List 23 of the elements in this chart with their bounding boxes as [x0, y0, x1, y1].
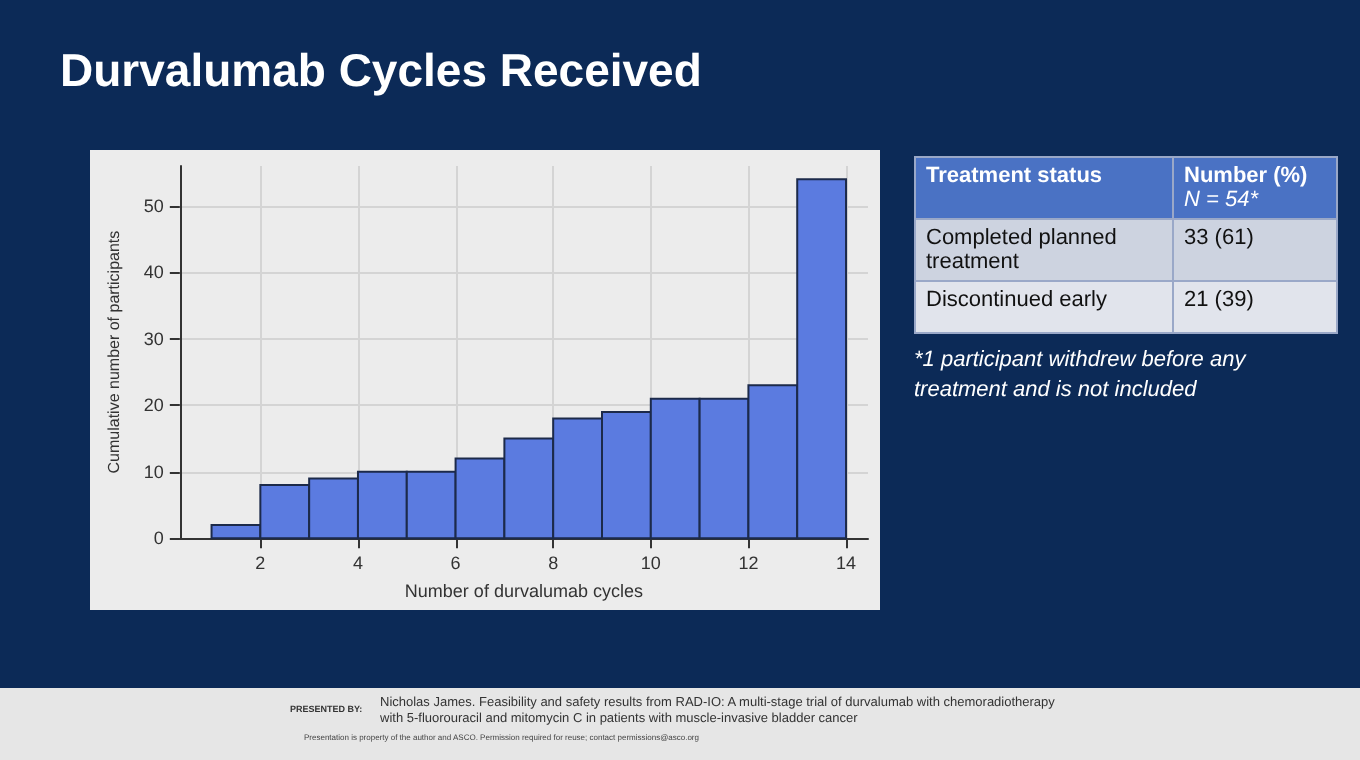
text: Treatment status [915, 157, 1173, 219]
x-tick-label: 4 [352, 553, 363, 574]
y-tick-label: 50 [143, 195, 164, 216]
y-tick-label: 0 [153, 528, 164, 549]
text: Discontinued early [915, 281, 1173, 333]
y-tick-label: 20 [143, 395, 164, 416]
x-tick-label: 14 [836, 553, 857, 574]
text: 33 (61) [1173, 219, 1337, 281]
text: N = 54* [1184, 188, 1258, 212]
x-axis-title: Number of durvalumab cycles [404, 581, 644, 601]
text: 21 (39) [1173, 281, 1337, 333]
text: *1 participant withdrew before any treatment and is not included [914, 346, 1249, 406]
x-tick-label: 6 [450, 553, 461, 574]
chart-title: Durvalumab Cycles Received [60, 44, 702, 98]
x-tick-label: 12 [738, 553, 759, 574]
y-axis-title: Cumulative number of participants [105, 230, 123, 474]
text: Completed planned treatment [915, 219, 1173, 281]
x-tick-label: 10 [640, 553, 661, 574]
x-tick-label: 8 [548, 553, 559, 574]
x-tick-label: 2 [255, 553, 266, 574]
y-tick-label: 30 [143, 328, 164, 349]
y-tick-label: 10 [143, 461, 164, 482]
y-tick-label: 40 [143, 262, 164, 283]
